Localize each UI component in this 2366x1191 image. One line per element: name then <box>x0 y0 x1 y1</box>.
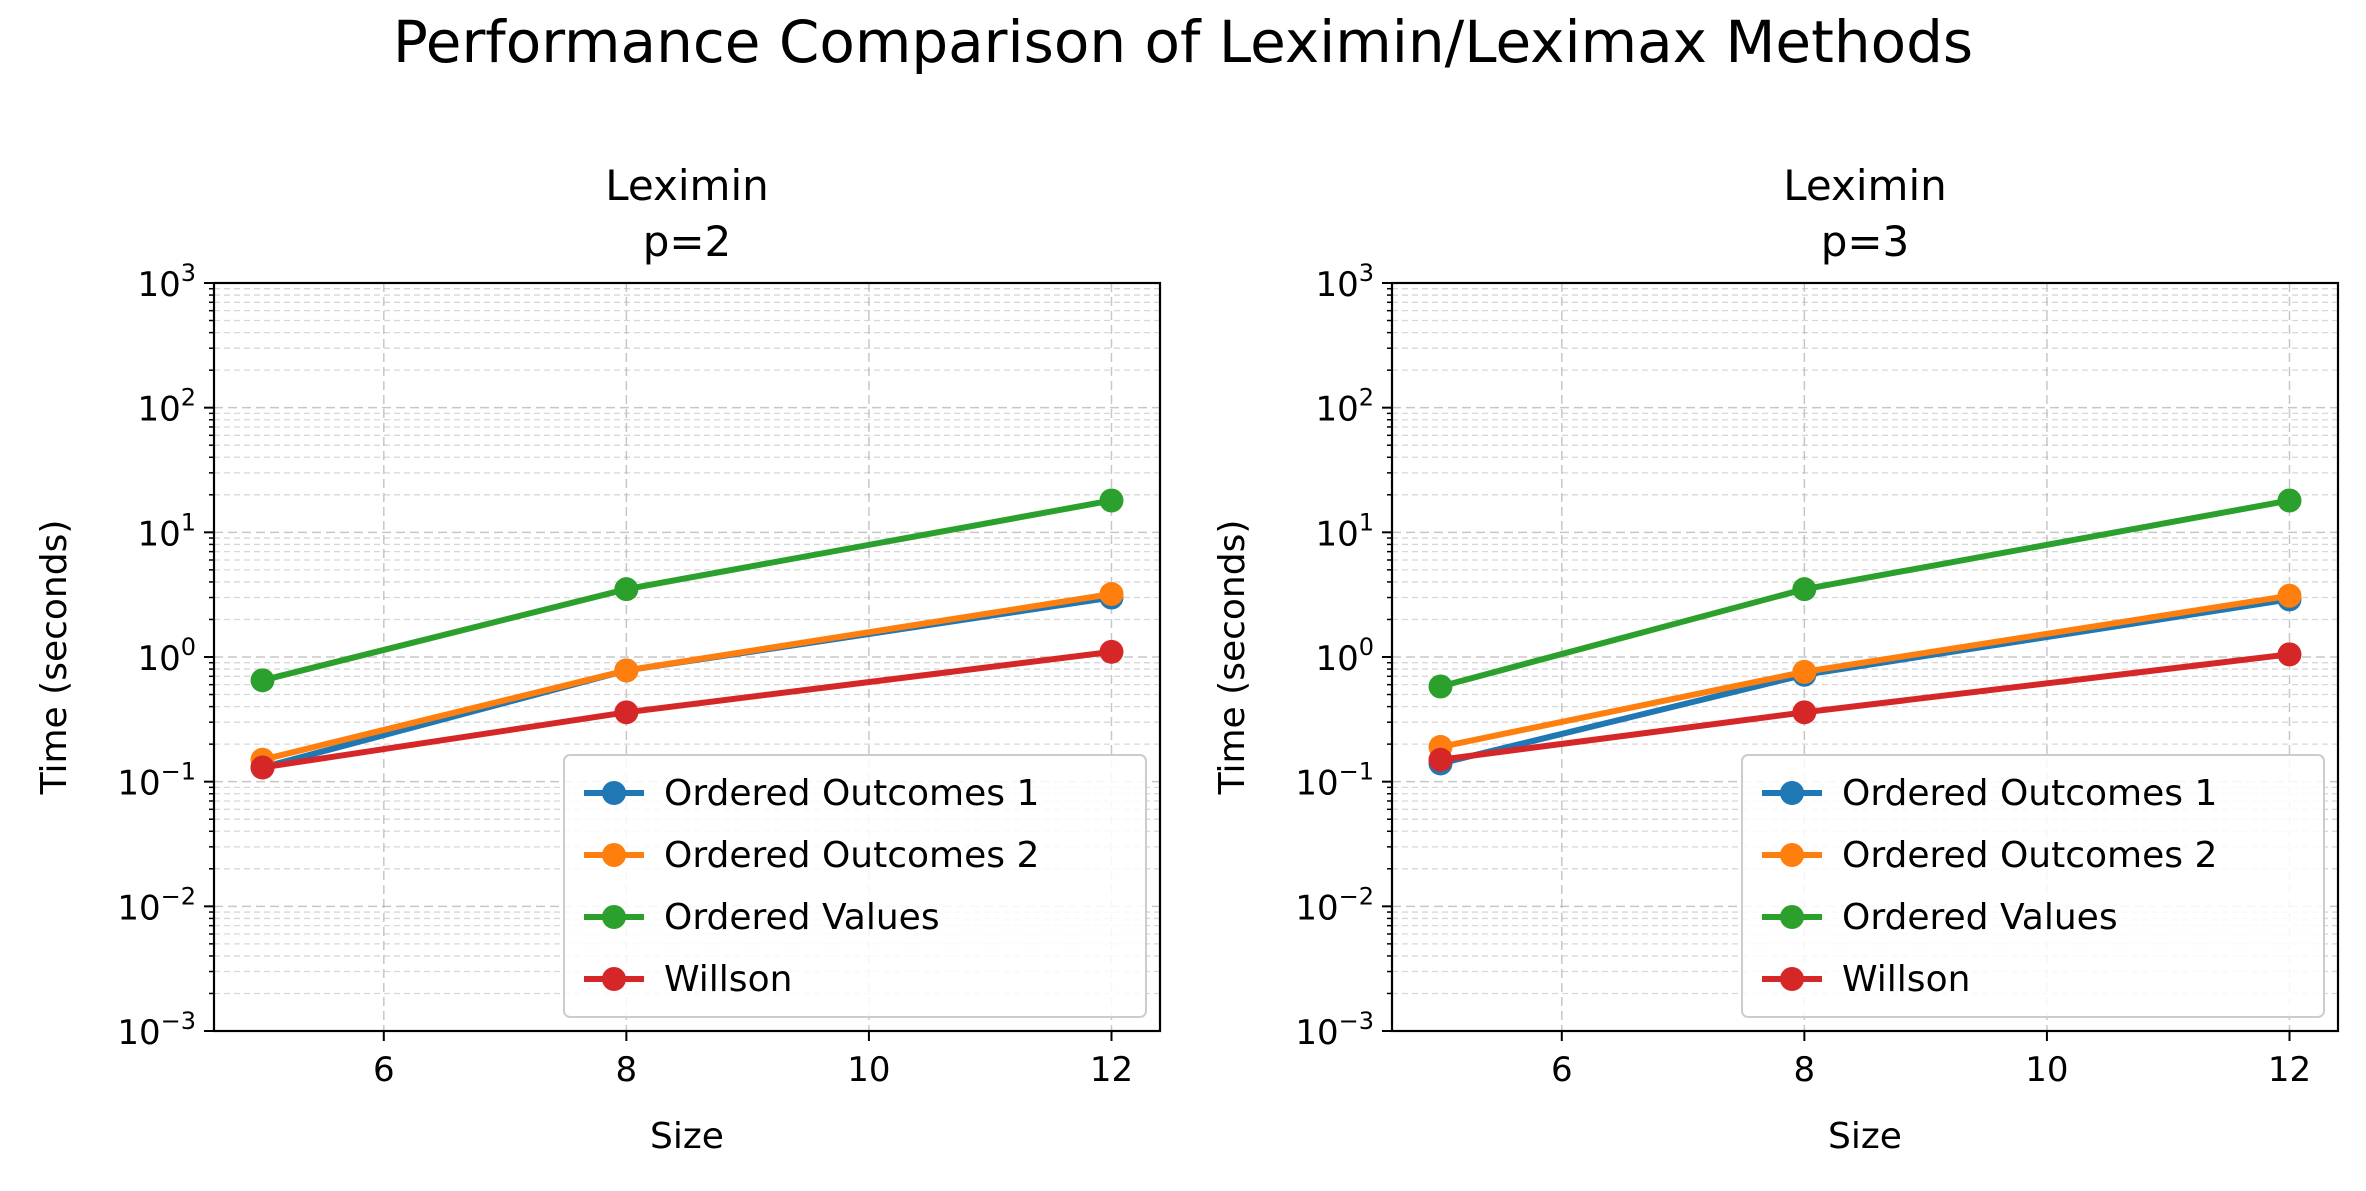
legend-box <box>563 754 1147 1018</box>
subplot-title-line: p=2 <box>643 217 732 266</box>
y-tick-label: 103 <box>1315 259 1374 305</box>
legend: Ordered Outcomes 1 Ordered Outcomes 2 Orde… <box>563 754 1147 1018</box>
data-point <box>2277 642 2302 667</box>
data-point <box>614 577 639 602</box>
data-point <box>1099 582 1124 607</box>
y-tick-label: 10−1 <box>1295 758 1374 804</box>
figure-title: Performance Comparison of Leximin/Lexima… <box>393 8 1973 76</box>
legend-swatch-marker <box>1780 905 1804 929</box>
data-point <box>2277 488 2302 513</box>
data-point <box>1428 747 1453 772</box>
legend-swatch-marker <box>602 781 626 805</box>
y-tick-label: 100 <box>137 633 196 679</box>
y-tick-label: 102 <box>1315 384 1374 430</box>
data-point <box>1099 639 1124 664</box>
x-tick-label: 8 <box>616 1050 638 1090</box>
legend-label: Willson <box>1842 959 1970 1000</box>
x-tick-label: 6 <box>1551 1050 1573 1090</box>
subplot-title-line: Leximin <box>605 161 769 210</box>
legend-swatch-marker <box>602 967 626 991</box>
data-point <box>1428 674 1453 699</box>
y-tick-label: 100 <box>1315 633 1374 679</box>
y-tick-label: 10−2 <box>117 882 196 928</box>
x-tick-label: 8 <box>1794 1050 1816 1090</box>
y-tick-label: 103 <box>137 259 196 305</box>
y-tick-label: 10−1 <box>117 758 196 804</box>
y-tick-label: 10−2 <box>1295 882 1374 928</box>
data-point <box>250 755 275 780</box>
legend-swatch-marker <box>1780 781 1804 805</box>
legend: Ordered Outcomes 1 Ordered Outcomes 2 Orde… <box>1741 754 2325 1018</box>
x-tick-label: 12 <box>1090 1050 1133 1090</box>
legend-swatch-marker <box>1780 967 1804 991</box>
subplot-title-line: p=3 <box>1821 217 1910 266</box>
legend-label: Ordered Outcomes 2 <box>1842 835 2217 876</box>
legend-swatch-marker <box>602 905 626 929</box>
data-point <box>1792 659 1817 684</box>
legend-box <box>1741 754 2325 1018</box>
data-point <box>1792 700 1817 725</box>
y-tick-label: 10−3 <box>117 1007 196 1053</box>
x-axis-label: Size <box>1828 1116 1902 1157</box>
subplot-title-line: Leximin <box>1783 161 1947 210</box>
x-tick-label: 10 <box>847 1050 890 1090</box>
data-point <box>2277 583 2302 608</box>
y-tick-label: 10−3 <box>1295 1007 1374 1053</box>
legend-label: Ordered Outcomes 1 <box>1842 773 2217 814</box>
y-tick-label: 101 <box>1315 508 1374 554</box>
legend-label: Ordered Outcomes 1 <box>664 773 1039 814</box>
legend-label: Willson <box>664 959 792 1000</box>
x-tick-label: 12 <box>2268 1050 2311 1090</box>
legend-swatch-marker <box>1780 843 1804 867</box>
x-tick-label: 10 <box>2025 1050 2068 1090</box>
data-point <box>614 700 639 725</box>
y-tick-label: 102 <box>137 384 196 430</box>
legend-label: Ordered Values <box>664 897 940 938</box>
y-axis-label: Time (seconds) <box>1212 520 1253 796</box>
data-point <box>1792 577 1817 602</box>
chart-panel-1: 10−3 10−2 10−1 100 101 102 103 6 8 10 12 Leximin p=2… <box>34 161 1162 1157</box>
x-axis-label: Size <box>650 1116 724 1157</box>
data-point <box>614 658 639 683</box>
chart-panel-2: 10−3 10−2 10−1 100 101 102 103 6 8 10 12 Leximin p=3… <box>1212 161 2340 1157</box>
data-point <box>250 668 275 693</box>
data-point <box>1099 488 1124 513</box>
x-tick-label: 6 <box>373 1050 395 1090</box>
legend-swatch-marker <box>602 843 626 867</box>
legend-label: Ordered Outcomes 2 <box>664 835 1039 876</box>
y-axis-label: Time (seconds) <box>34 520 75 796</box>
legend-label: Ordered Values <box>1842 897 2118 938</box>
y-tick-label: 101 <box>137 508 196 554</box>
